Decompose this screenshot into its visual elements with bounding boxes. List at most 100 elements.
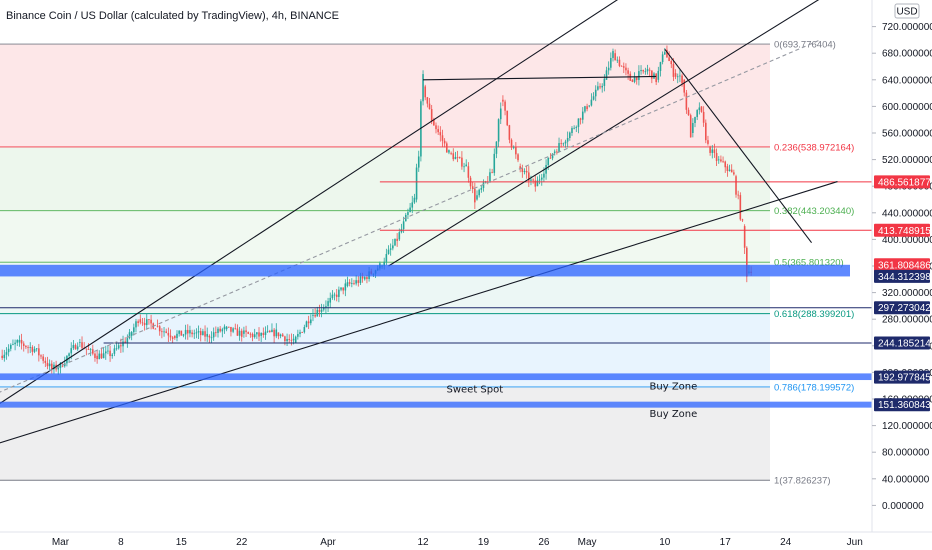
candle-body [115,348,118,350]
fib-label: 0.618(288.399201) [774,309,854,320]
annotations-layer: Sweet Spot Buy Zone Buy Zone [447,382,698,420]
candle-body [523,170,526,172]
candle-body [717,159,720,161]
fib-zones-layer [0,44,770,481]
candle-body [74,345,77,350]
candle-body [687,109,690,116]
candle-body [143,322,146,326]
x-tick-label: 12 [417,537,429,548]
candle-body [700,106,703,112]
price-label-text: 297.273042 [878,303,931,314]
candle-body [344,283,347,291]
candle-body [398,232,401,240]
candle-body [726,166,729,172]
candle-body [588,105,591,107]
candle-body [102,353,105,359]
candle-body [284,336,286,342]
candle-body [31,347,34,352]
trend-line [0,181,838,444]
candle-body [247,332,250,334]
candle-body [87,349,90,351]
candle-body [577,118,580,127]
y-tick-label: 120.000000 [882,421,932,432]
candle-body [139,319,142,323]
candle-body [163,331,165,333]
y-tick-label: 280.000000 [882,315,932,326]
candle-body [174,335,176,339]
candle-body [584,106,586,112]
candle-body [92,349,94,354]
candle-body [715,152,718,161]
candle-body [266,330,269,332]
candle-body [76,346,79,350]
candle-body [493,153,496,173]
candle-body [504,101,506,111]
candle-body [29,347,32,348]
candle-body [217,328,219,333]
candle-body [327,301,329,307]
candle-body [562,143,565,145]
y-tick-label: 720.000000 [882,22,932,33]
annotation-text: Buy Zone [650,382,698,393]
candle-body [573,127,575,129]
candle-body [614,53,616,61]
candle-body [20,339,23,344]
candle-body [111,354,114,357]
candle-body [441,135,444,141]
candle-body [294,336,297,343]
candle-body [307,321,310,324]
candle-body [601,85,603,88]
candle-body [497,119,500,142]
candle-body [471,186,474,189]
candle-body [191,332,193,335]
candle-body [648,69,651,71]
y-tick-label: 560.000000 [882,129,932,140]
candle-body [148,319,150,321]
x-tick-label: 10 [659,537,671,548]
candle-body [279,334,282,337]
fib-band [0,386,770,481]
candle-body [711,149,714,153]
candle-body [392,245,394,249]
candle-body [210,337,213,339]
price-label-box [874,336,930,350]
candle-body [713,149,716,153]
candle-body [258,332,260,337]
time-axis[interactable] [0,532,932,550]
candle-body [705,122,707,141]
candle-body [543,173,545,178]
candle-body [536,180,539,187]
candle-body [383,261,385,266]
candle-body [53,364,55,370]
candle-body [314,314,316,317]
candle-body [130,332,133,336]
candle-body [262,332,265,335]
candle-body [735,176,737,195]
candle-body [430,109,433,122]
candle-body [553,151,556,153]
candle-body [651,70,653,79]
candle-body [357,280,360,283]
candle-body [528,172,530,181]
candle-body [117,345,120,349]
candle-body [113,348,116,354]
candle-body [186,329,189,334]
candle-body [303,327,306,333]
candle-body [661,54,664,63]
candle-body [420,101,422,157]
candle-body [355,280,357,284]
candle-body [61,365,64,367]
candle-body [269,330,271,332]
candle-body [590,99,593,106]
candle-body [402,221,405,230]
price-label-text: 361.808486 [878,260,931,271]
candle-body [184,329,187,335]
candle-body [94,353,96,358]
currency-badge[interactable] [894,3,920,19]
candle-body [525,170,528,173]
candle-body [363,277,366,280]
x-tick-label: 19 [478,537,490,548]
candle-body [353,283,355,284]
x-tick-label: Mar [52,537,70,548]
